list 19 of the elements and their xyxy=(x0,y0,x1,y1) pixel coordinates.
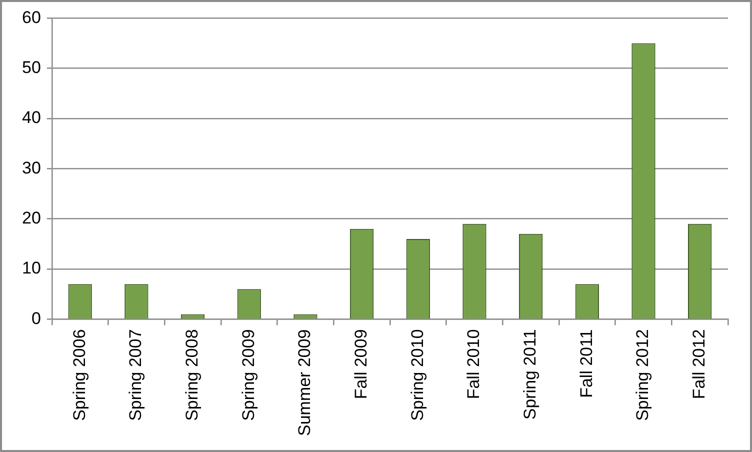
x-tick-label: Spring 2011 xyxy=(520,329,540,420)
x-tick-label: Fall 2009 xyxy=(351,329,370,400)
y-tick-label: 20 xyxy=(22,208,41,228)
x-tick-label: Spring 2008 xyxy=(182,329,202,421)
x-tick-label: Spring 2010 xyxy=(408,329,427,421)
y-tick-label: 30 xyxy=(22,158,41,178)
x-tick-label: Summer 2009 xyxy=(295,329,314,436)
x-tick-label: Spring 2009 xyxy=(238,329,258,421)
y-tick-label: 40 xyxy=(22,108,41,128)
x-tick-label: Spring 2006 xyxy=(70,329,89,421)
x-tick-label: Spring 2012 xyxy=(633,329,652,421)
x-tick-label: Fall 2010 xyxy=(464,329,484,400)
y-tick-label: 60 xyxy=(22,8,41,27)
x-tick-label: Spring 2007 xyxy=(126,329,146,421)
y-tick-label: 0 xyxy=(31,308,41,328)
y-tick-label: 50 xyxy=(22,58,41,78)
x-tick-label: Fall 2011 xyxy=(576,329,596,398)
x-tick-label: Fall 2012 xyxy=(690,329,709,400)
y-tick-label: 10 xyxy=(22,258,41,278)
